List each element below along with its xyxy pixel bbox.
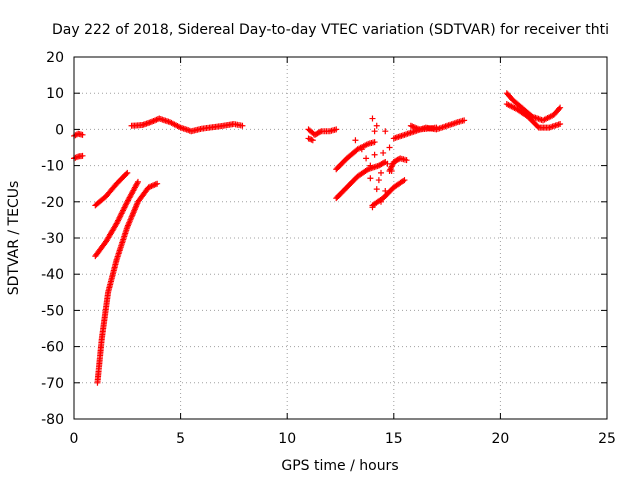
data-point — [309, 137, 316, 144]
y-tick-label: -70 — [41, 376, 64, 392]
y-tick-label: -40 — [41, 267, 64, 283]
data-point — [378, 169, 385, 176]
data-point — [333, 126, 340, 133]
x-tick-label: 10 — [278, 431, 296, 447]
data-point — [461, 117, 468, 124]
x-tick-label: 15 — [385, 431, 403, 447]
data-point — [384, 160, 391, 167]
y-axis-label: SDTVAR / TECUs — [6, 181, 22, 296]
y-tick-label: -10 — [41, 159, 64, 175]
x-tick-labels: 0 5 10 15 20 25 — [70, 431, 616, 447]
y-tick-label: 0 — [55, 122, 64, 138]
plot-frame — [73, 56, 608, 420]
chart-title: Day 222 of 2018, Sidereal Day-to-day VTE… — [52, 22, 609, 38]
data-point — [308, 136, 315, 143]
data-point — [317, 128, 324, 135]
data-point — [123, 170, 130, 177]
data-point — [382, 187, 389, 194]
data-point — [352, 137, 359, 144]
grid — [74, 57, 607, 419]
data-point — [367, 162, 374, 169]
data-point — [380, 159, 387, 166]
data-point — [375, 177, 382, 184]
data-point — [557, 120, 564, 127]
data-point — [239, 122, 246, 129]
y-tick-label: -30 — [41, 231, 64, 247]
x-tick-label: 20 — [491, 431, 509, 447]
data-point — [79, 152, 86, 159]
data-point — [358, 146, 365, 153]
data-point — [72, 154, 79, 161]
data-point — [134, 178, 141, 185]
data-point — [373, 186, 380, 193]
data-point — [373, 122, 380, 129]
data-point — [403, 157, 410, 164]
data-points — [71, 90, 564, 386]
data-point — [371, 128, 378, 135]
data-point — [369, 204, 376, 211]
data-point — [124, 169, 131, 176]
data-point — [371, 151, 378, 158]
data-point — [371, 139, 378, 146]
data-point — [363, 155, 370, 162]
data-point — [79, 131, 86, 138]
data-point — [154, 180, 161, 187]
data-point — [367, 175, 374, 182]
y-tick-label: -80 — [41, 412, 64, 428]
x-tick-label: 25 — [598, 431, 616, 447]
data-point — [433, 124, 440, 131]
x-axis-label: GPS time / hours — [281, 458, 398, 474]
data-point — [73, 154, 80, 161]
x-tick-label: 0 — [70, 431, 79, 447]
data-point — [306, 136, 313, 143]
y-tick-label: -20 — [41, 195, 64, 211]
data-point — [378, 198, 385, 205]
y-tick-label: -50 — [41, 303, 64, 319]
y-tick-label: -60 — [41, 340, 64, 356]
y-tick-label: 10 — [46, 86, 64, 102]
data-point — [400, 177, 407, 184]
y-tick-label: 20 — [46, 50, 64, 66]
data-point — [401, 177, 408, 184]
data-point — [380, 149, 387, 156]
data-point — [72, 132, 79, 139]
x-tick-label: 5 — [176, 431, 185, 447]
data-point — [386, 144, 393, 151]
axis-ticks — [73, 56, 608, 420]
data-point — [388, 168, 395, 175]
data-point — [382, 128, 389, 135]
y-tick-labels: -80 -70 -60 -50 -40 -30 -20 -10 0 10 20 — [41, 50, 64, 428]
data-point — [369, 115, 376, 122]
data-point — [556, 105, 563, 112]
data-point — [557, 104, 564, 111]
